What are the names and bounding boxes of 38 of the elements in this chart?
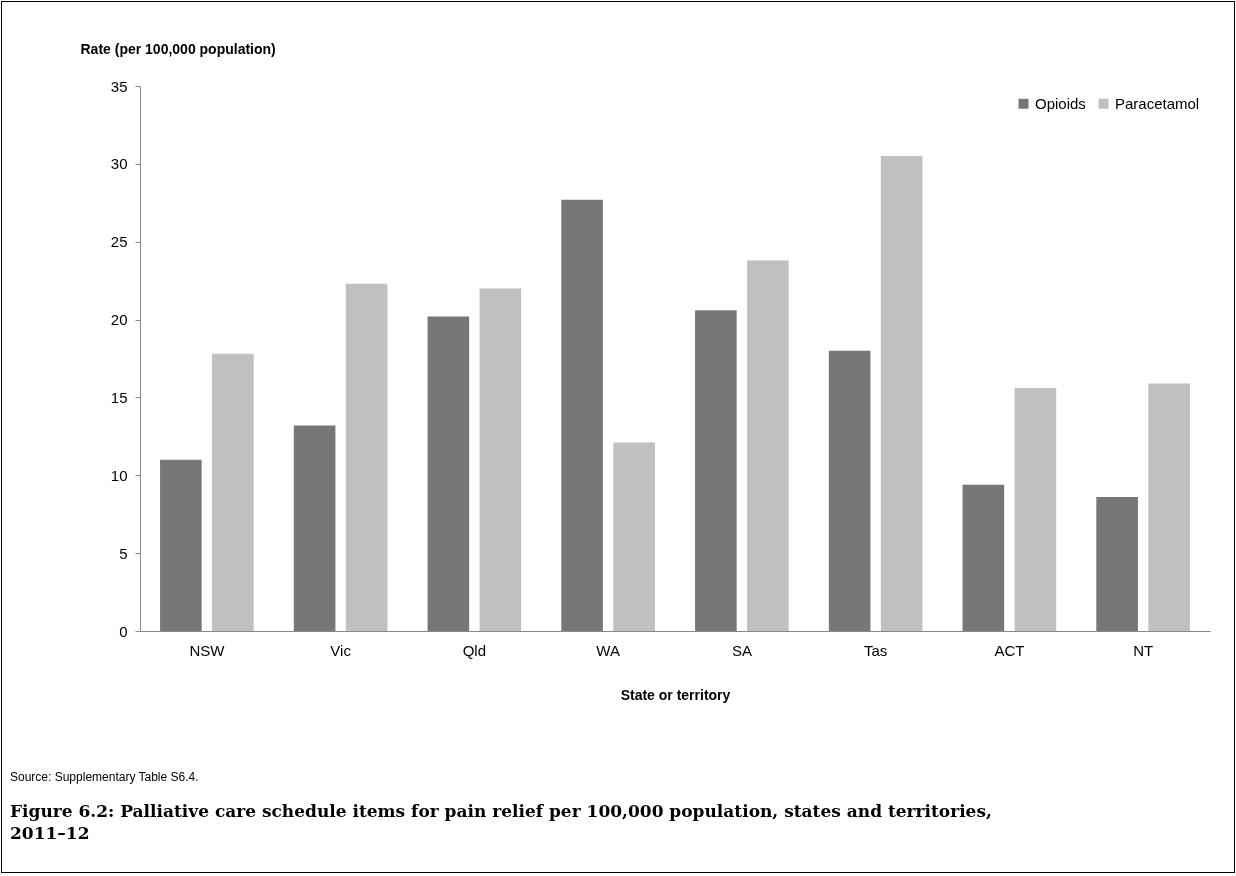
bar: [293, 425, 336, 631]
y-tick-label: 35: [110, 77, 128, 95]
bar: [345, 283, 388, 631]
x-tick-label: Vic: [330, 641, 352, 659]
y-tick-label: 25: [110, 233, 128, 251]
bar: [1014, 388, 1057, 631]
legend-label: Opioids: [1035, 94, 1086, 112]
bar: [613, 442, 655, 631]
x-tick-label: WA: [596, 641, 620, 659]
x-tick-label: NT: [1133, 641, 1154, 659]
y-tick-label: 0: [119, 622, 128, 640]
y-tick-label: 30: [110, 155, 128, 173]
bar: [828, 350, 871, 631]
y-tick-label: 10: [110, 466, 128, 484]
x-axis-title: State or territory: [620, 686, 731, 703]
y-axis-title: Rate (per 100,000 population): [80, 40, 276, 57]
bar: [695, 310, 737, 631]
y-tick-label: 20: [110, 311, 128, 329]
y-tick-label: 5: [119, 544, 128, 562]
bar: [1096, 497, 1138, 631]
bar: [1148, 383, 1190, 631]
x-tick-label: Tas: [863, 641, 888, 659]
x-tick-label: SA: [731, 641, 752, 659]
bar: [561, 199, 603, 631]
bar: [962, 484, 1005, 631]
x-tick-label: Qld: [462, 641, 487, 659]
y-tick-label: 15: [110, 388, 128, 406]
x-tick-label: NSW: [189, 641, 226, 659]
x-tick-label: ACT: [994, 641, 1025, 659]
bar: [427, 316, 470, 631]
legend-label: Paracetamol: [1115, 94, 1200, 112]
bar: [160, 459, 202, 631]
bar: [479, 288, 522, 631]
bar: [212, 353, 254, 631]
source-note: Source: Supplementary Table S6.4.: [10, 770, 199, 784]
text: Figure 6.2: Palliative care schedule items for pain relief per 100,000 population, states and territories, 2011–12: [10, 800, 993, 844]
bar: [747, 260, 789, 631]
bar: [880, 156, 923, 631]
